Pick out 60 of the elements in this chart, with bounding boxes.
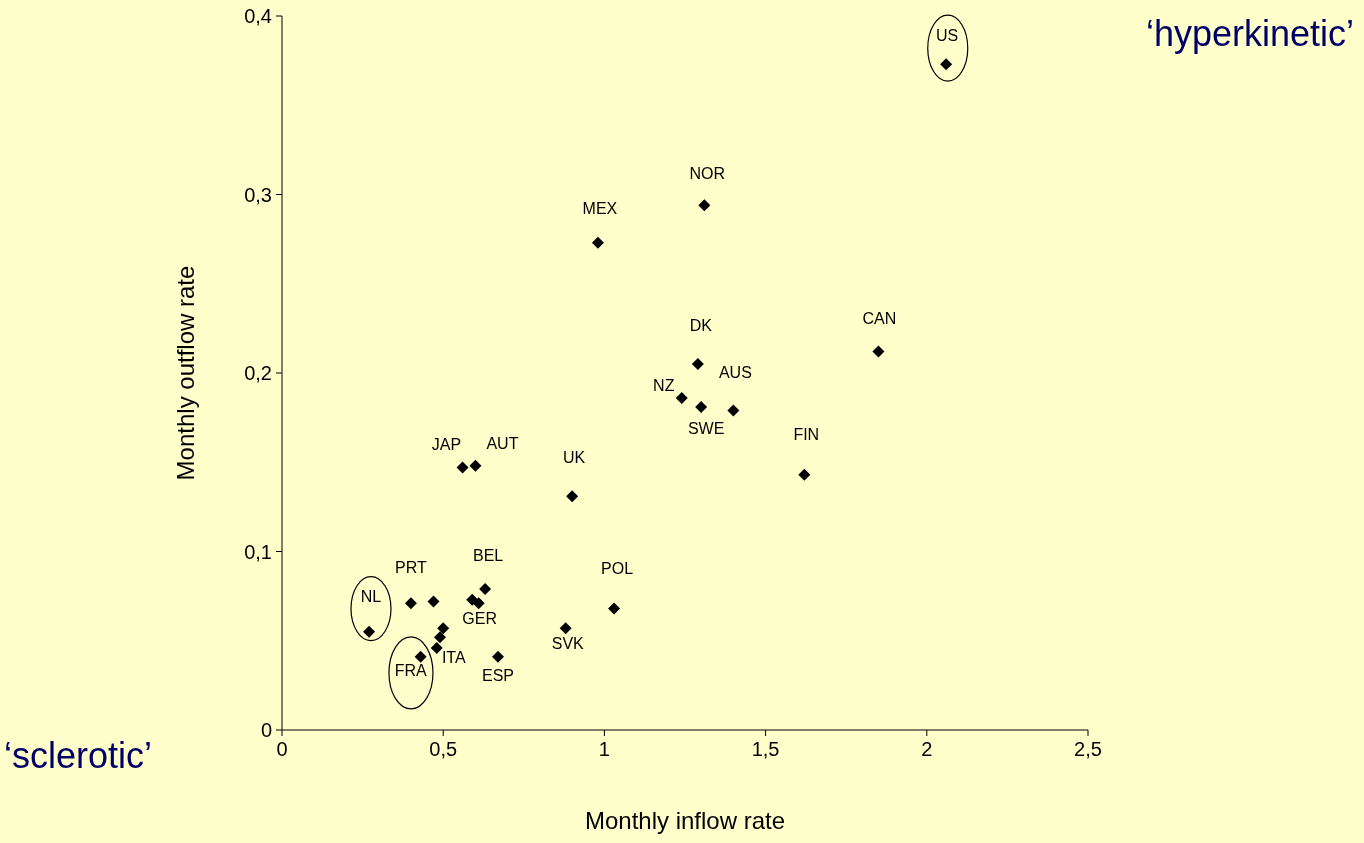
- annotation: ITA: [441, 649, 466, 667]
- annotation: FRA: [394, 662, 427, 680]
- point: [727, 404, 740, 417]
- point: [469, 459, 482, 472]
- point: [492, 650, 505, 663]
- annotation: NOR: [689, 164, 726, 182]
- annotation: POL: [601, 560, 634, 578]
- y-tick-label: 0,4: [244, 5, 272, 27]
- y-tick-label: 0,1: [244, 540, 272, 563]
- annotation: NZ: [653, 376, 675, 394]
- annotation: DK: [689, 316, 713, 334]
- annotation: BEL: [472, 546, 504, 564]
- text: ‘sclerotic’: [4, 735, 153, 776]
- annotation: SVK: [551, 634, 585, 652]
- point: [456, 461, 469, 474]
- y-axis-title: Monthly outflow rate: [172, 265, 199, 481]
- point: [566, 490, 579, 503]
- annotation: MEX: [582, 200, 618, 218]
- y-tick-label: 0: [260, 719, 272, 741]
- point: [479, 582, 492, 595]
- x-tick-label: 2,5: [1074, 738, 1102, 760]
- annotation: FIN: [793, 426, 820, 444]
- point: [675, 391, 688, 404]
- annotation: NL: [360, 588, 382, 606]
- point: [414, 650, 427, 663]
- point: [698, 199, 711, 212]
- point: [433, 631, 446, 644]
- y-tick-label: 0,3: [244, 183, 272, 206]
- point: [559, 622, 572, 635]
- point: [695, 400, 708, 413]
- annotation: US: [936, 26, 959, 44]
- point: [798, 468, 811, 481]
- point: [591, 236, 604, 249]
- x-tick-label: 1,5: [751, 738, 780, 760]
- annotation: UK: [563, 448, 586, 466]
- annotation: AUS: [718, 364, 752, 382]
- point: [940, 58, 953, 71]
- point: [437, 622, 450, 635]
- annotation: CAN: [862, 310, 897, 328]
- annotation: AUT: [486, 435, 519, 453]
- annotation: GER: [462, 609, 497, 627]
- annotation: ESP: [482, 667, 515, 685]
- x-tick-label: 2: [921, 738, 933, 760]
- y-tick-label: 0,2: [244, 362, 272, 384]
- annotation: JAP: [431, 436, 462, 454]
- point: [472, 597, 485, 610]
- point: [608, 602, 621, 615]
- point: [430, 641, 443, 654]
- point: [363, 625, 376, 638]
- point: [872, 345, 885, 358]
- point: [427, 595, 440, 608]
- x-axis-title: Monthly inflow rate: [584, 807, 786, 834]
- point: [691, 358, 704, 371]
- x-tick-label: 1: [598, 738, 610, 760]
- point: [404, 597, 417, 610]
- text: ‘hyperkinetic’: [1145, 13, 1354, 54]
- annotation: PRT: [395, 558, 428, 576]
- x-tick-label: 0: [276, 738, 288, 760]
- x-tick-label: 0,5: [429, 738, 458, 760]
- annotation: SWE: [687, 419, 725, 437]
